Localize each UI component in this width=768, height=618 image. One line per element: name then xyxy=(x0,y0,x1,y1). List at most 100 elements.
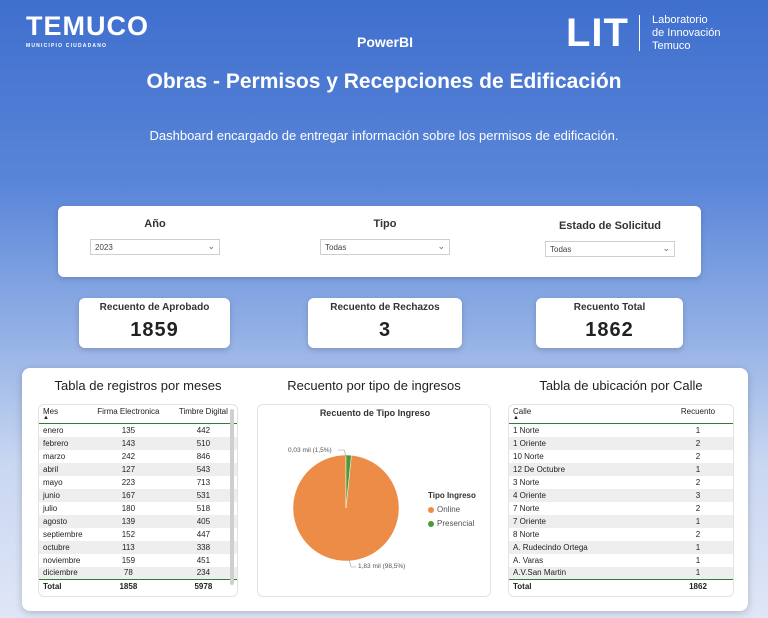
status-select[interactable]: Todas ⌄ xyxy=(545,241,675,257)
lit-logo-divider xyxy=(638,15,640,51)
cell-recuento: 1 xyxy=(695,555,701,565)
table-row[interactable]: A. Rudecindo Ortega 1 xyxy=(509,540,733,554)
cell-recuento: 2 xyxy=(695,477,701,487)
year-filter-label: Año xyxy=(144,218,166,230)
table-row[interactable]: 10 Norte 2 xyxy=(509,450,733,463)
temuco-logo-text: TEMUCO xyxy=(26,11,149,41)
year-select-value: 2023 xyxy=(95,243,113,252)
table-row[interactable]: junio 167 531 xyxy=(39,488,237,502)
type-filter-label: Tipo xyxy=(373,218,397,230)
legend-item-presencial[interactable]: Presencial xyxy=(428,519,474,528)
months-total-row: Total 1858 5978 xyxy=(39,579,237,594)
pie-label-presencial: 0,03 mil (1,5%) xyxy=(288,447,332,454)
chevron-down-icon: ⌄ xyxy=(207,241,215,251)
table-row[interactable]: 8 Norte 2 xyxy=(509,528,733,541)
cell-month: julio xyxy=(43,503,58,513)
table-row[interactable]: 4 Oriente 3 xyxy=(509,488,733,502)
cell-timbre: 518 xyxy=(196,503,211,513)
table-row[interactable]: 1 Norte 1 xyxy=(509,424,733,437)
cell-month: agosto xyxy=(39,514,87,528)
table-row[interactable]: agosto 139 405 xyxy=(39,514,237,528)
lit-logo: LIT Laboratorio de Innovación Temuco xyxy=(566,12,756,54)
col-header-month[interactable]: Mes ▲ xyxy=(39,405,87,424)
kpi-total-label: Recuento Total xyxy=(573,302,646,313)
cell-firma: 127 xyxy=(87,462,170,476)
cell-recuento: 1 xyxy=(695,425,701,435)
street-table: Calle ▲ Recuento 1 Norte 1 1 Oriente 2 10 Nor… xyxy=(509,405,733,594)
type-filter: Tipo Todas ⌄ xyxy=(320,218,450,255)
type-select[interactable]: Todas ⌄ xyxy=(320,239,450,255)
table-row[interactable]: 3 Norte 2 xyxy=(509,476,733,489)
cell-firma: 78 xyxy=(87,566,170,580)
months-table-card: Mes ▲ Firma Electronica Timbre Digital en… xyxy=(38,404,238,597)
kpi-approved-value: 1859 xyxy=(130,319,179,341)
table-row[interactable]: noviembre 159 451 xyxy=(39,554,237,567)
cell-timbre: 338 xyxy=(169,540,237,554)
pie-leader-line-presencial xyxy=(338,449,348,460)
cell-recuento: 1 xyxy=(673,514,723,528)
cell-firma: 143 xyxy=(87,436,170,450)
street-table-title: Tabla de ubicación por Calle xyxy=(539,378,703,393)
page-subtitle: Dashboard encargado de entregar informac… xyxy=(149,128,619,143)
cell-month: marzo xyxy=(43,451,66,461)
kpi-rejected-value: 3 xyxy=(378,319,392,341)
cell-month: octubre xyxy=(39,540,87,554)
col-header-timbre[interactable]: Timbre Digital xyxy=(169,405,237,424)
cell-recuento: 1 xyxy=(673,540,723,554)
cell-firma: 135 xyxy=(121,425,136,435)
pie-slice-presencial[interactable] xyxy=(345,454,352,509)
cell-month: mayo xyxy=(43,477,63,487)
cell-recuento: 2 xyxy=(673,436,723,450)
cell-month: septiembre xyxy=(43,529,83,539)
table-row[interactable]: septiembre 152 447 xyxy=(39,528,237,541)
year-filter: Año 2023 ⌄ xyxy=(90,218,220,255)
cell-firma: 223 xyxy=(121,477,136,487)
table-row[interactable]: enero 135 442 xyxy=(39,424,237,437)
table-row[interactable]: 1 Oriente 2 xyxy=(509,436,733,450)
year-select[interactable]: 2023 ⌄ xyxy=(90,239,220,255)
lit-logo-text: LIT xyxy=(566,11,629,55)
col-header-firma[interactable]: Firma Electronica xyxy=(87,405,170,424)
kpi-rejected-card: Recuento de Rechazos 3 xyxy=(308,298,462,348)
chevron-down-icon: ⌄ xyxy=(437,241,445,251)
cell-month: febrero xyxy=(39,436,87,450)
kpi-total-card: Recuento Total 1862 xyxy=(536,298,683,348)
type-select-value: Todas xyxy=(325,243,347,252)
months-table-scrollbar[interactable] xyxy=(230,409,234,585)
cell-month: abril xyxy=(39,462,87,476)
cell-month: enero xyxy=(43,425,64,435)
table-row[interactable]: 7 Norte 2 xyxy=(509,502,733,515)
cell-recuento: 2 xyxy=(695,451,701,461)
table-row[interactable]: A.V.San Martin 1 xyxy=(509,566,733,580)
table-row[interactable]: febrero 143 510 xyxy=(39,436,237,450)
cell-calle: A.V.San Martin xyxy=(509,566,673,580)
pie-label-online: 1,83 mil (98,5%) xyxy=(358,563,406,570)
table-row[interactable]: diciembre 78 234 xyxy=(39,566,237,580)
months-table-title: Tabla de registros por meses xyxy=(54,378,222,393)
cell-calle: 3 Norte xyxy=(513,477,540,487)
filter-panel: Año 2023 ⌄ Tipo Todas ⌄ Estado de Solici… xyxy=(58,206,701,277)
legend-item-online[interactable]: Online xyxy=(428,505,460,514)
col-header-recuento[interactable]: Recuento xyxy=(673,405,723,424)
cell-calle: 10 Norte xyxy=(513,451,544,461)
pie-chart-card: Recuento de Tipo Ingreso 0,03 mil (1,5%)… xyxy=(257,404,491,597)
table-row[interactable]: marzo 242 846 xyxy=(39,450,237,463)
cell-firma: 180 xyxy=(121,503,136,513)
col-header-calle[interactable]: Calle ▲ xyxy=(509,405,673,424)
table-row[interactable]: octubre 113 338 xyxy=(39,540,237,554)
pie-legend-title: Tipo Ingreso xyxy=(428,491,476,500)
table-row[interactable]: A. Varas 1 xyxy=(509,554,733,567)
table-row[interactable]: julio 180 518 xyxy=(39,502,237,515)
chevron-down-icon: ⌄ xyxy=(662,243,670,253)
cell-firma: 113 xyxy=(87,540,170,554)
cell-calle: A. Rudecindo Ortega xyxy=(509,540,673,554)
street-total-value: 1862 xyxy=(673,579,723,594)
cell-recuento: 3 xyxy=(673,488,723,502)
table-row[interactable]: 7 Oriente 1 xyxy=(509,514,733,528)
months-total-firma: 1858 xyxy=(87,579,170,594)
table-row[interactable]: abril 127 543 xyxy=(39,462,237,476)
table-row[interactable]: 12 De Octubre 1 xyxy=(509,462,733,476)
cell-calle: 12 De Octubre xyxy=(509,462,673,476)
table-row[interactable]: mayo 223 713 xyxy=(39,476,237,489)
cell-calle: A. Varas xyxy=(513,555,544,565)
